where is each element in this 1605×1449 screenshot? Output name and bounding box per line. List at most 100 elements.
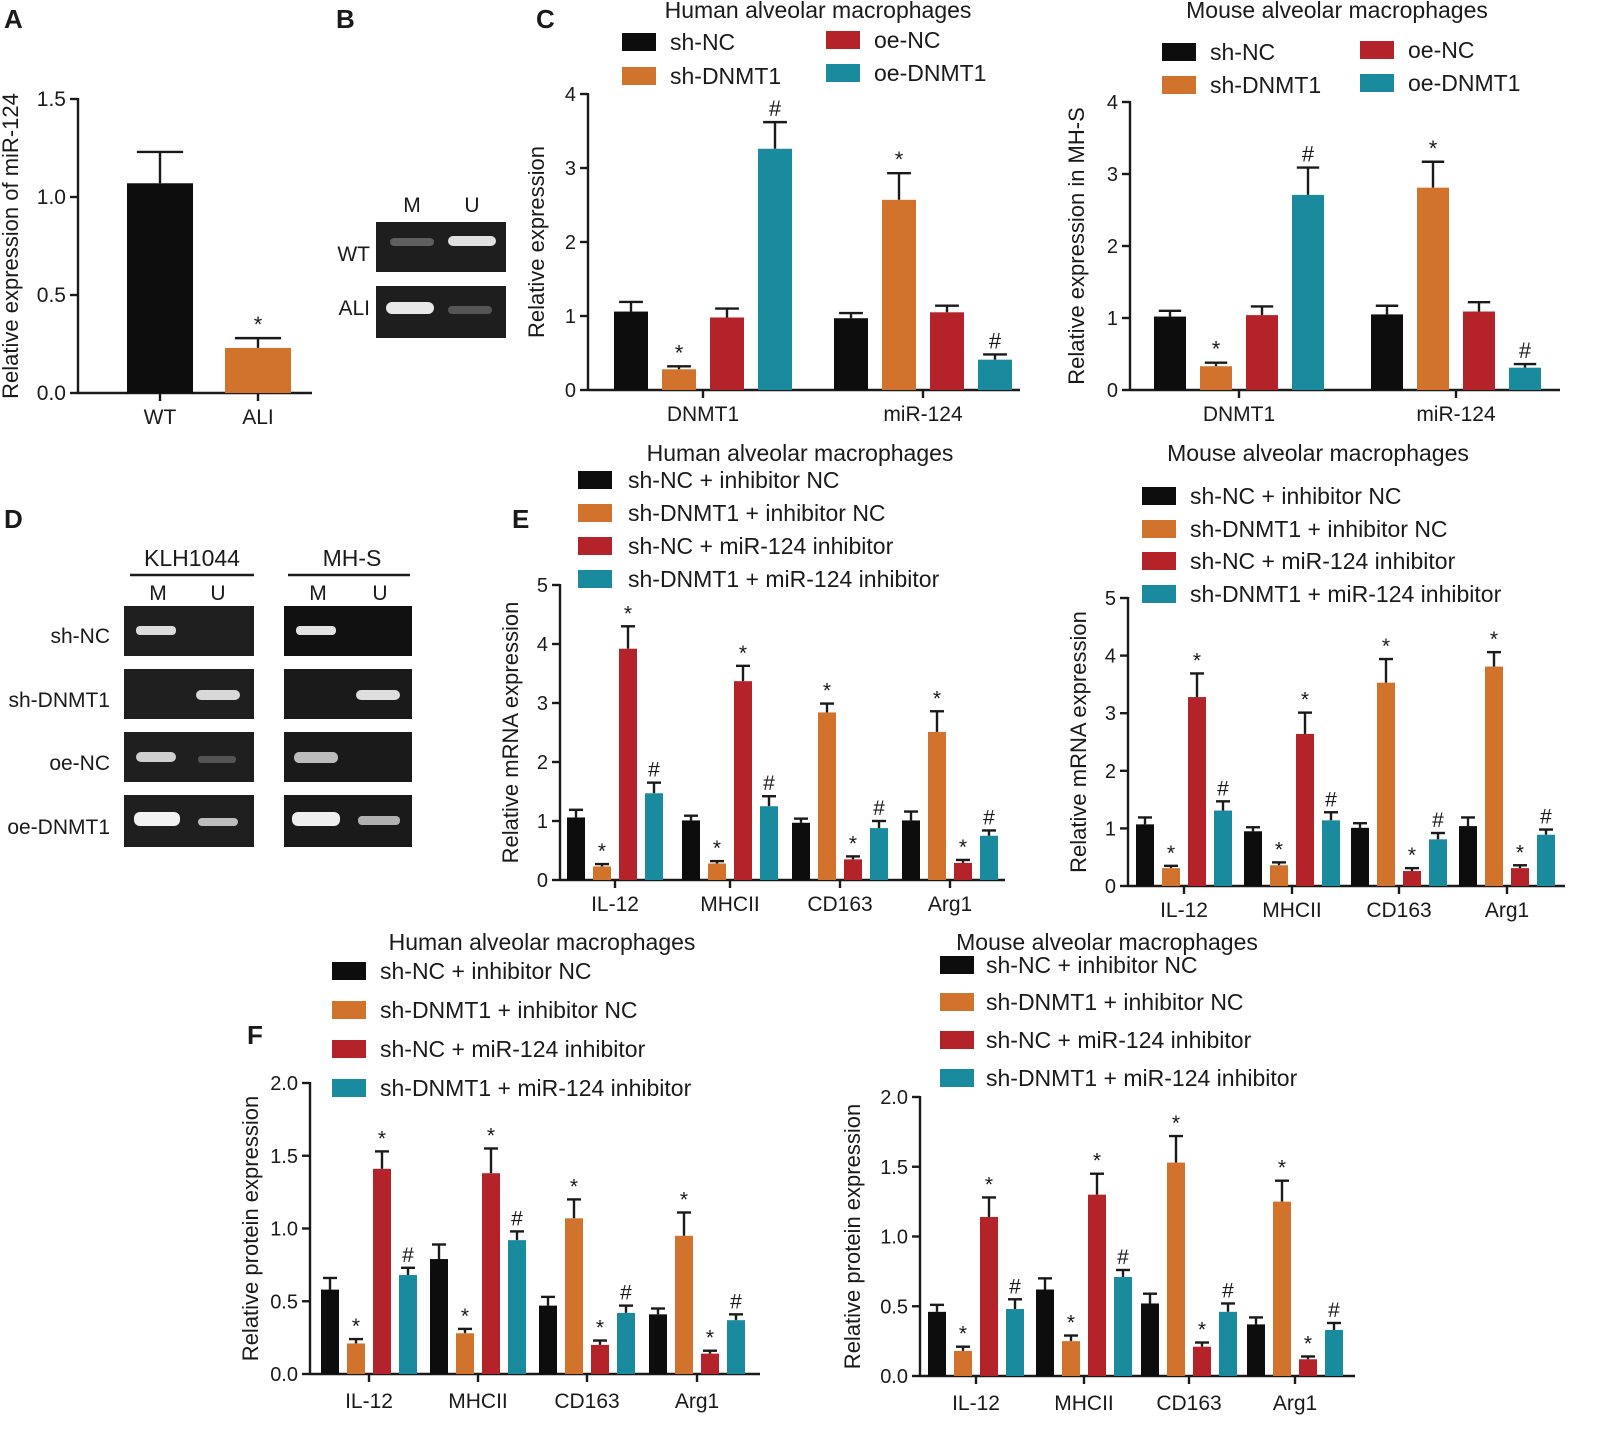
legend-swatch <box>940 956 974 974</box>
y-tick-label: 1.5 <box>270 1146 298 1168</box>
y-tick-label: 2 <box>565 232 576 254</box>
gel-band <box>448 306 492 314</box>
x-tick-label: CD163 <box>1366 899 1431 922</box>
chart-c-mouse: Mouse alveolar macrophages sh-NC sh-DNMT1 o… <box>1064 0 1560 426</box>
gel-band <box>448 236 496 246</box>
x-tick-label: MHCII <box>700 893 760 916</box>
panel-label-a: A <box>4 4 23 34</box>
gel-band <box>356 690 400 700</box>
significance-mark: # <box>983 806 995 829</box>
significance-mark: * <box>1429 136 1438 161</box>
significance-mark: # <box>511 1207 523 1230</box>
x-tick-label: CD163 <box>807 893 872 916</box>
gel-band <box>358 816 400 825</box>
y-tick-label: 4 <box>537 634 548 656</box>
gel-d-group-right: MH-S <box>323 545 382 571</box>
legend-label: sh-NC + miR-124 inhibitor <box>986 1027 1252 1053</box>
legend-label: sh-DNMT1 + inhibitor NC <box>1190 516 1448 542</box>
significance-mark: * <box>1212 337 1221 362</box>
significance-mark: * <box>596 1317 604 1340</box>
bar <box>1167 1162 1185 1376</box>
legend-label: sh-NC + inhibitor NC <box>1190 483 1402 509</box>
x-tick-label: miR-124 <box>883 403 963 426</box>
legend-swatch <box>1162 43 1196 61</box>
significance-mark: * <box>849 832 857 855</box>
legend-label: sh-NC + inhibitor NC <box>986 952 1198 978</box>
legend-swatch <box>826 31 860 49</box>
chart-title: Human alveolar macrophages <box>647 440 954 466</box>
chart-title: Mouse alveolar macrophages <box>1186 0 1488 23</box>
bar <box>1088 1194 1106 1376</box>
significance-mark: # <box>1328 1299 1340 1322</box>
panel-label-b: B <box>336 4 355 34</box>
legend-swatch <box>940 1069 974 1087</box>
significance-mark: # <box>1540 806 1552 829</box>
bar <box>708 863 726 880</box>
significance-mark: * <box>739 642 747 665</box>
bar <box>649 1314 667 1374</box>
y-tick-label: 0 <box>565 380 576 402</box>
bar <box>591 1344 609 1374</box>
x-tick-label: CD163 <box>1156 1392 1221 1415</box>
bar <box>1351 827 1369 886</box>
bar <box>928 1311 946 1376</box>
gel-d-group-left: KLH1044 <box>144 545 240 571</box>
gel-d-row-oe-dnmt1: oe-DNMT1 <box>7 816 110 839</box>
y-tick-label: 1.0 <box>37 186 66 209</box>
gel-band <box>136 752 176 762</box>
gel-band <box>134 812 180 826</box>
significance-mark: * <box>1408 844 1416 867</box>
significance-mark: * <box>487 1124 495 1147</box>
significance-mark: # <box>620 1282 632 1305</box>
y-tick-label: 1.0 <box>880 1227 908 1249</box>
x-tick-label: MHCII <box>1054 1392 1114 1415</box>
bar <box>1136 824 1154 886</box>
legend-swatch <box>1360 74 1394 92</box>
x-tick-label: MHCII <box>448 1390 508 1413</box>
legend-swatch <box>332 1001 366 1019</box>
significance-mark: # <box>989 328 1002 353</box>
bar <box>1459 826 1477 886</box>
bar <box>482 1173 500 1374</box>
bar <box>456 1333 474 1374</box>
significance-mark: # <box>730 1290 742 1313</box>
gel-b-col-m: M <box>403 194 421 217</box>
legend-swatch <box>1142 520 1176 538</box>
legend-label: sh-NC + miR-124 inhibitor <box>380 1036 646 1062</box>
significance-mark: * <box>1516 841 1524 864</box>
bar <box>1296 733 1314 886</box>
bar <box>127 183 193 393</box>
significance-mark: * <box>959 836 967 859</box>
significance-mark: * <box>985 1173 993 1196</box>
significance-mark: # <box>648 759 660 782</box>
chart-title: Mouse alveolar macrophages <box>1167 440 1469 466</box>
x-tick-label: WT <box>144 406 177 429</box>
gel-band <box>294 752 338 763</box>
bar <box>1403 871 1421 886</box>
y-tick-label: 0.0 <box>270 1364 298 1386</box>
bar <box>1162 868 1180 886</box>
bar <box>617 1312 635 1374</box>
significance-mark: * <box>895 147 904 172</box>
y-axis-label: Relative expression in MH-S <box>1064 107 1089 385</box>
bar <box>1200 366 1232 390</box>
legend-label: oe-DNMT1 <box>874 60 986 86</box>
bar <box>882 199 916 390</box>
gel-d-row-oe-nc: oe-NC <box>49 752 110 775</box>
x-tick-label: ALI <box>242 406 274 429</box>
gel-d-row-sh-nc: sh-NC <box>50 625 110 648</box>
y-tick-label: 1.0 <box>270 1219 298 1241</box>
bar <box>321 1289 339 1374</box>
legend-swatch <box>622 33 656 51</box>
bar <box>980 835 998 880</box>
y-axis-label: Relative mRNA expression <box>1066 611 1091 873</box>
legend-label: sh-NC + miR-124 inhibitor <box>628 533 894 559</box>
significance-mark: * <box>1304 1332 1312 1355</box>
bar <box>727 1320 745 1374</box>
legend-label: sh-DNMT1 + miR-124 inhibitor <box>986 1065 1298 1091</box>
chart-title: Human alveolar macrophages <box>665 0 972 23</box>
significance-mark: * <box>675 340 684 365</box>
legend-label: oe-NC <box>874 27 940 53</box>
y-tick-label: 0.0 <box>880 1366 908 1388</box>
significance-mark: * <box>1301 689 1309 712</box>
